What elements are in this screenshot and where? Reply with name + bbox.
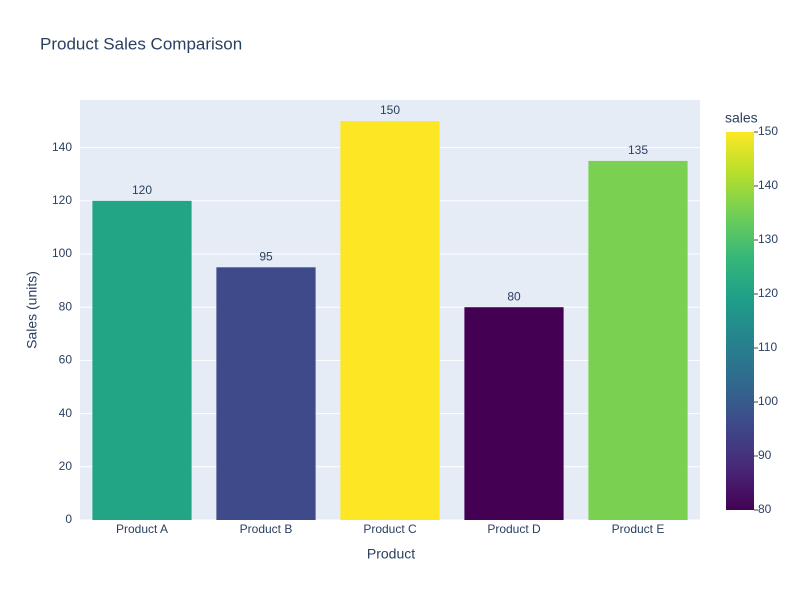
x-tick-label: Product C: [363, 522, 417, 536]
chart-title: Product Sales Comparison: [40, 34, 242, 53]
colorbar-tick-label: 150: [758, 124, 778, 138]
y-tick-label: 120: [52, 193, 72, 207]
y-tick-label: 140: [52, 140, 72, 154]
value-label: 135: [628, 143, 648, 157]
colorbar-tick-label: 100: [758, 394, 778, 408]
value-label: 120: [132, 183, 152, 197]
x-tick-label: Product D: [487, 522, 541, 536]
colorbar-tick-label: 130: [758, 232, 778, 246]
bar: [464, 307, 564, 520]
colorbar-title: sales: [725, 110, 758, 126]
colorbar: [726, 132, 754, 510]
y-tick-label: 100: [52, 246, 72, 260]
colorbar-tick-label: 80: [758, 502, 772, 516]
x-tick-label: Product A: [116, 522, 168, 536]
colorbar-tick-label: 90: [758, 448, 772, 462]
y-tick-label: 20: [59, 459, 73, 473]
y-tick-label: 40: [59, 406, 73, 420]
y-tick-label: 60: [59, 353, 73, 367]
x-tick-label: Product B: [240, 522, 293, 536]
y-axis-label: Sales (units): [24, 271, 40, 349]
colorbar-tick-label: 120: [758, 286, 778, 300]
y-tick-label: 80: [59, 299, 73, 313]
bar: [216, 267, 316, 520]
x-tick-label: Product E: [612, 522, 665, 536]
bar: [92, 200, 192, 520]
value-label: 80: [507, 289, 521, 303]
value-label: 95: [259, 249, 273, 263]
x-axis-label: Product: [367, 546, 415, 562]
value-label: 150: [380, 103, 400, 117]
colorbar-tick-label: 110: [758, 340, 777, 354]
bar: [340, 121, 440, 520]
bar: [588, 160, 688, 520]
colorbar-tick-label: 140: [758, 178, 778, 192]
y-tick-label: 0: [65, 512, 72, 526]
